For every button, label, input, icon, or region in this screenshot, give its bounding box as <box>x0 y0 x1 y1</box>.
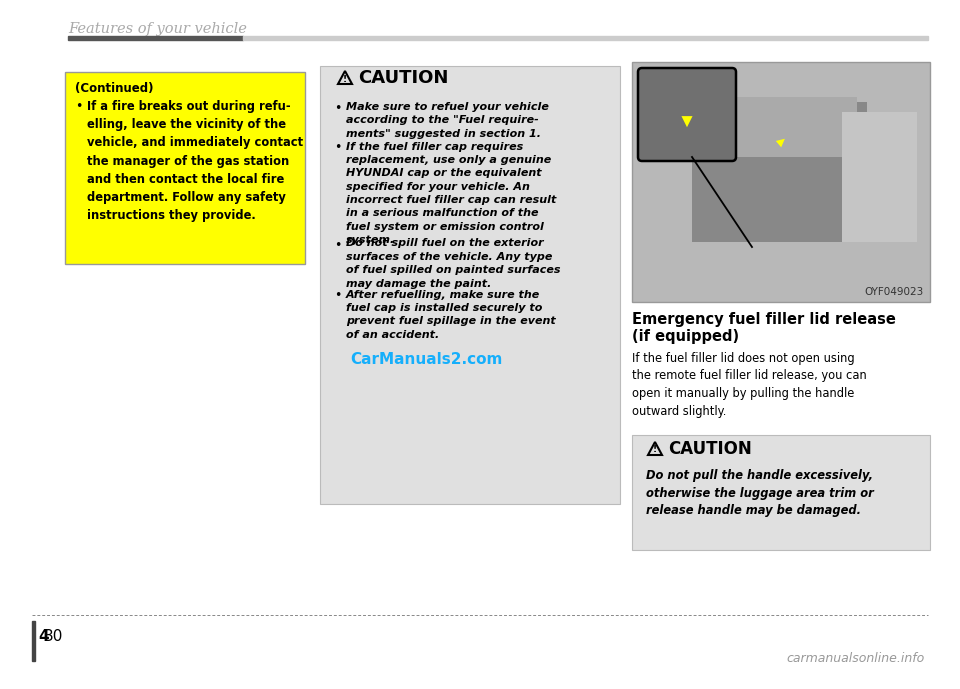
Text: Emergency fuel filler lid release: Emergency fuel filler lid release <box>632 312 896 327</box>
Text: •: • <box>334 238 342 251</box>
Text: CarManuals2.com: CarManuals2.com <box>350 353 502 367</box>
Bar <box>632 62 930 302</box>
Bar <box>632 435 930 550</box>
Text: Make sure to refuel your vehicle
according to the "Fuel require-
ments" suggeste: Make sure to refuel your vehicle accordi… <box>346 102 549 138</box>
Text: •: • <box>334 289 342 302</box>
Bar <box>65 72 305 264</box>
Text: If a fire breaks out during refu-
elling, leave the vicinity of the
vehicle, and: If a fire breaks out during refu- elling… <box>87 100 303 222</box>
Bar <box>32 621 35 661</box>
Bar <box>320 66 620 504</box>
Text: 4: 4 <box>38 629 49 644</box>
Text: •: • <box>334 141 342 154</box>
Bar <box>697 97 857 157</box>
Text: If the fuel filler cap requires
replacement, use only a genuine
HYUNDAI cap or t: If the fuel filler cap requires replacem… <box>346 141 557 245</box>
Text: !: ! <box>653 446 657 455</box>
Text: •: • <box>334 102 342 115</box>
FancyBboxPatch shape <box>638 68 736 161</box>
Text: (Continued): (Continued) <box>75 82 154 95</box>
Bar <box>243 36 928 39</box>
Text: !: ! <box>343 74 348 83</box>
Text: CAUTION: CAUTION <box>358 69 448 87</box>
Text: CAUTION: CAUTION <box>668 440 752 458</box>
Text: If the fuel filler lid does not open using
the remote fuel filler lid release, y: If the fuel filler lid does not open usi… <box>632 352 867 418</box>
Text: •: • <box>75 100 83 113</box>
Text: OYF049023: OYF049023 <box>865 287 924 297</box>
Text: carmanualsonline.info: carmanualsonline.info <box>787 652 925 665</box>
Bar <box>842 112 917 242</box>
Text: Do not spill fuel on the exterior
surfaces of the vehicle. Any type
of fuel spil: Do not spill fuel on the exterior surfac… <box>346 238 561 289</box>
Bar <box>692 102 867 242</box>
Text: Do not pull the handle excessively,
otherwise the luggage area trim or
release h: Do not pull the handle excessively, othe… <box>646 469 874 517</box>
Text: 30: 30 <box>44 629 63 644</box>
Text: Features of your vehicle: Features of your vehicle <box>68 22 247 36</box>
Bar <box>68 36 243 39</box>
Text: (if equipped): (if equipped) <box>632 329 739 344</box>
Text: After refuelling, make sure the
fuel cap is installed securely to
prevent fuel s: After refuelling, make sure the fuel cap… <box>346 289 556 340</box>
